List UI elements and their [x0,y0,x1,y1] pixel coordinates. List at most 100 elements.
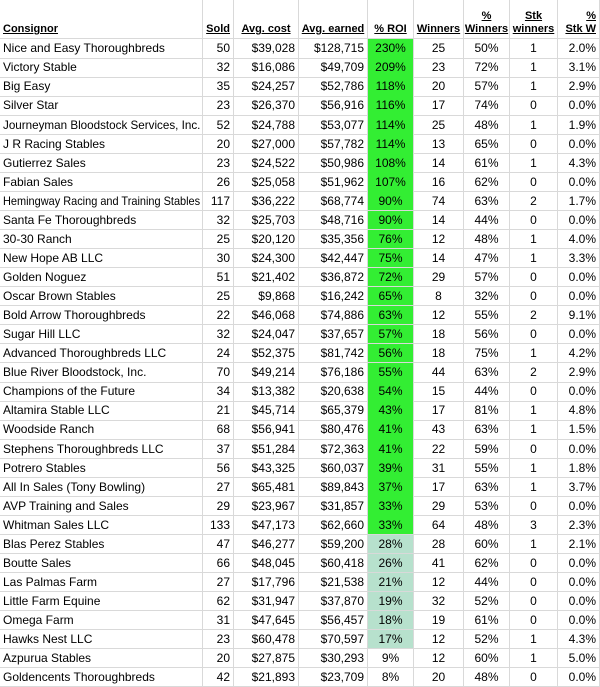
stk-winners-cell: 0 [510,324,558,345]
pct-stk-w-cell: 9.1% [558,305,600,326]
winners: 44 [431,365,446,380]
avg-earned-cell: $35,356 [299,229,368,250]
pct-winners: 48% [474,117,499,132]
consignor: Santa Fe Thoroughbreds [3,212,137,227]
consignor-cell: Woodside Ranch [0,420,203,440]
pct-winners: 74% [474,98,499,113]
winners-cell: 74 [414,191,464,212]
pct-winners-cell: 57% [464,77,510,97]
avg-earned: $70,597 [320,632,364,647]
roi-cell: 118% [368,77,414,97]
sold-cell: 29 [203,496,234,516]
consignor-cell: Victory Stable [0,58,203,78]
avg-earned: $35,356 [320,231,364,246]
consignor-cell: Advanced Thoroughbreds LLC [0,343,203,364]
winners: 25 [431,41,446,56]
sold-cell: 34 [203,382,234,402]
avg-cost-cell: $48,045 [234,553,299,574]
avg-earned-cell: $48,716 [299,210,368,231]
winners: 32 [431,593,446,608]
header-cell: Stk winners [510,0,558,39]
avg-cost-cell: $16,086 [234,58,299,78]
pct-winners: 62% [474,174,499,189]
avg-earned: $81,742 [320,346,364,361]
avg-cost-cell: $27,000 [234,134,299,154]
pct-stk-w: 1.7% [568,193,596,208]
sold: 35 [216,79,230,94]
winners-cell: 12 [414,229,464,250]
avg-cost: $43,325 [251,460,295,475]
stk-winners: 1 [530,250,537,265]
avg-cost-cell: $43,325 [234,458,299,478]
pct-winners: 32% [474,289,499,304]
pct-stk-w-cell: 3.3% [558,248,600,269]
pct-stk-w-cell: 1.7% [558,191,600,212]
avg-earned-cell: $68,774 [299,191,368,212]
pct-stk-w: 4.0% [568,231,596,246]
pct-stk-w: 0.0% [568,498,596,513]
avg-earned-cell: $36,872 [299,267,368,288]
winners-cell: 29 [414,267,464,288]
sold: 52 [216,117,230,132]
pct-stk-w-cell: 0.0% [558,439,600,459]
header-cell: Winners [414,0,464,39]
avg-cost: $27,875 [251,651,295,666]
winners-cell: 22 [414,439,464,459]
stk-winners-cell: 1 [510,115,558,135]
pct-stk-w-cell: 0.0% [558,324,600,345]
winners-cell: 17 [414,477,464,497]
avg-cost-cell: $46,277 [234,534,299,555]
winners-cell: 12 [414,629,464,650]
avg-cost: $46,068 [251,308,295,323]
header-text: Avg. earned [301,23,365,35]
avg-earned-cell: $50,986 [299,153,368,173]
pct-stk-w: 0.0% [568,555,596,570]
sold-cell: 23 [203,96,234,116]
pct-stk-w: 5.0% [568,651,596,666]
stk-winners: 2 [530,308,537,323]
roi-cell: 230% [368,39,414,59]
stk-winners: 1 [530,231,537,246]
stk-winners-cell: 0 [510,134,558,154]
roi: 108% [375,155,406,170]
winners: 18 [431,327,446,342]
winners-cell: 29 [414,496,464,516]
consignor-cell: Hawks Nest LLC [0,629,203,650]
stk-winners-cell: 2 [510,191,558,212]
avg-earned: $89,843 [320,479,364,494]
avg-cost-cell: $36,222 [234,191,299,212]
consignor-cell: Silver Star [0,96,203,116]
pct-stk-w-cell: 4.0% [558,229,600,250]
pct-stk-w-cell: 1.5% [558,420,600,440]
winners: 74 [431,193,446,208]
avg-cost: $49,214 [251,365,295,380]
avg-earned-cell: $56,916 [299,96,368,116]
roi: 9% [381,651,400,666]
consignor: Hemingway Racing and Training Stables [3,193,201,208]
winners-cell: 14 [414,153,464,173]
avg-earned-cell: $57,782 [299,134,368,154]
avg-cost-cell: $46,068 [234,305,299,326]
avg-earned-cell: $37,657 [299,324,368,345]
sold-cell: 133 [203,515,234,536]
consignor-cell: Stephens Thoroughbreds LLC [0,439,203,459]
winners: 12 [431,574,446,589]
consignor: New Hope AB LLC [3,250,104,265]
pct-stk-w-cell: 2.3% [558,515,600,536]
consignor: Gutierrez Sales [3,155,86,170]
pct-stk-w: 0.0% [568,384,596,399]
sold: 25 [216,231,230,246]
consignor-cell: Whitman Sales LLC [0,515,203,536]
winners: 17 [431,403,446,418]
winners: 19 [431,613,446,628]
pct-stk-w-cell: 1.8% [558,458,600,478]
pct-stk-w: 1.8% [568,460,596,475]
roi-cell: 17% [368,629,414,650]
sold-cell: 24 [203,343,234,364]
pct-winners: 59% [474,441,499,456]
pct-stk-w-cell: 3.7% [558,477,600,497]
roi: 65% [378,289,403,304]
avg-cost-cell: $45,714 [234,401,299,421]
sold-cell: 37 [203,439,234,459]
header-text: Avg. cost [241,23,291,35]
